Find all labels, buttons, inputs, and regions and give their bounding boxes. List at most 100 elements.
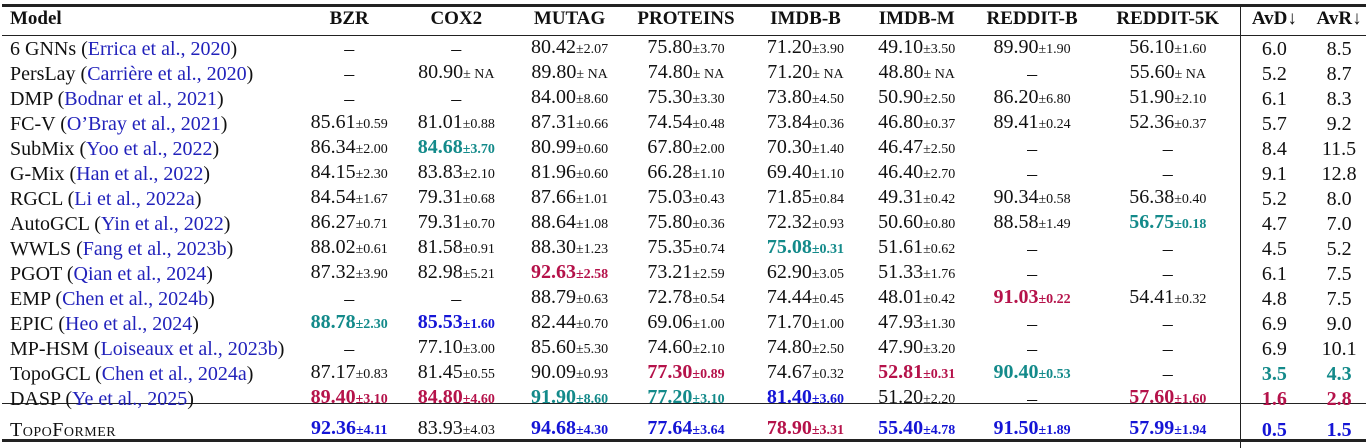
citation-link[interactable]: Yoo et al., 2022 bbox=[86, 137, 213, 160]
value: 69.06 bbox=[647, 311, 693, 333]
value-cell: – bbox=[400, 286, 513, 311]
model-cell: PersLay (Carrière et al., 2020) bbox=[10, 62, 254, 85]
value-cell: 57.60±1.60 bbox=[1096, 386, 1240, 411]
value: 86.34 bbox=[310, 136, 356, 158]
bottom-rule bbox=[2, 439, 1366, 442]
std-dev: ±2.10 bbox=[692, 342, 725, 357]
value: 89.41 bbox=[993, 111, 1039, 133]
std-dev: ± NA bbox=[576, 67, 608, 82]
std-dev: ±0.18 bbox=[1174, 217, 1207, 232]
std-dev: ±1.94 bbox=[1174, 423, 1207, 438]
citation-link[interactable]: Yin et al., 2022 bbox=[100, 212, 224, 235]
std-dev: ±2.30 bbox=[355, 317, 388, 332]
std-dev: ±2.00 bbox=[355, 142, 388, 157]
final-separator-rule bbox=[2, 403, 1366, 404]
value: 50.90 bbox=[878, 86, 924, 108]
value: 8.0 bbox=[1326, 187, 1352, 210]
std-dev: ±4.60 bbox=[462, 392, 495, 407]
value: – bbox=[1027, 62, 1038, 85]
std-dev: ±2.59 bbox=[692, 267, 725, 282]
citation-link[interactable]: Loiseaux et al., 2023b bbox=[100, 337, 278, 360]
std-dev: ±2.58 bbox=[576, 267, 609, 282]
column-header-imdb-b: IMDB-B bbox=[770, 8, 841, 29]
value: 56.10 bbox=[1129, 36, 1175, 58]
std-dev: ±0.66 bbox=[576, 117, 609, 132]
value: 84.68 bbox=[417, 136, 463, 158]
top-rule bbox=[2, 4, 1366, 7]
citation-link[interactable]: Errica et al., 2020 bbox=[87, 37, 231, 60]
value-cell: 74.80±2.50 bbox=[746, 336, 865, 361]
model-cell: FC-V (O’Bray et al., 2021) bbox=[10, 112, 228, 135]
value-cell: 71.20± NA bbox=[746, 61, 865, 86]
value-cell: – bbox=[1096, 161, 1240, 186]
value: 88.30 bbox=[531, 236, 576, 258]
value: 79.31 bbox=[417, 186, 463, 208]
value: 78.90 bbox=[766, 417, 812, 439]
citation-link[interactable]: Heo et al., 2024 bbox=[65, 312, 193, 335]
value: 87.32 bbox=[310, 261, 356, 283]
value-cell: – bbox=[968, 136, 1096, 161]
value: 77.64 bbox=[647, 417, 693, 439]
std-dev: ±1.00 bbox=[811, 317, 845, 332]
std-dev: ±0.70 bbox=[462, 217, 495, 232]
value-cell: – bbox=[400, 36, 513, 61]
table-row: DMP (Bodnar et al., 2021) – –84.00±8.60 75.… bbox=[0, 86, 1370, 111]
value: – bbox=[1027, 137, 1038, 160]
value: 83.93 bbox=[417, 417, 463, 439]
value: 90.34 bbox=[993, 186, 1039, 208]
value-cell: 6.0 bbox=[1239, 36, 1309, 61]
table-row: DASP (Ye et al., 2025) 89.40±3.10 84.80±4.… bbox=[0, 386, 1370, 411]
citation-link[interactable]: Li et al., 2022a bbox=[74, 187, 195, 210]
value: 56.38 bbox=[1129, 186, 1175, 208]
std-dev: ±2.10 bbox=[462, 167, 495, 182]
column-header-avd: AvD↓ bbox=[1239, 6, 1309, 32]
value: 8.5 bbox=[1326, 37, 1352, 60]
table-row: PGOT (Qian et al., 2024) 87.32±3.90 82.98±… bbox=[0, 261, 1370, 286]
value-cell: 74.67±0.32 bbox=[746, 361, 865, 386]
citation-link[interactable]: Han et al., 2022 bbox=[76, 162, 204, 185]
model-cell: RGCL (Li et al., 2022a) bbox=[10, 187, 202, 210]
std-dev: ±0.58 bbox=[1038, 192, 1071, 207]
std-dev: ±6.80 bbox=[1038, 92, 1071, 107]
value: – bbox=[1027, 312, 1038, 335]
value: 85.60 bbox=[531, 336, 576, 358]
value: 80.90 bbox=[418, 61, 464, 83]
citation-link[interactable]: Qian et al., 2024 bbox=[73, 262, 207, 285]
std-dev: ±0.93 bbox=[576, 367, 609, 382]
value: 89.90 bbox=[993, 36, 1039, 58]
citation-link[interactable]: O’Bray et al., 2021 bbox=[66, 112, 221, 135]
model-cell: AutoGCL (Yin et al., 2022) bbox=[10, 212, 231, 235]
value-cell: 5.2 bbox=[1239, 186, 1309, 211]
std-dev: ±1.89 bbox=[1038, 423, 1071, 438]
value: 84.54 bbox=[310, 186, 356, 208]
value-cell: 55.60± NA bbox=[1096, 61, 1240, 86]
citation-link[interactable]: Bodnar et al., 2021 bbox=[64, 87, 218, 110]
value-cell: 84.68±3.70 bbox=[400, 136, 513, 161]
value-cell: 88.79±0.63 bbox=[513, 286, 626, 311]
value: 46.47 bbox=[878, 136, 924, 158]
value-cell: 9.0 bbox=[1308, 311, 1370, 336]
value-cell: 4.3 bbox=[1308, 361, 1370, 386]
value: 88.58 bbox=[993, 211, 1039, 233]
std-dev: ±0.83 bbox=[355, 367, 388, 382]
value-cell: 89.90±1.90 bbox=[968, 36, 1096, 61]
std-dev: ±0.42 bbox=[923, 192, 956, 207]
std-dev: ± NA bbox=[812, 67, 844, 82]
value-cell: 8.4 bbox=[1239, 136, 1309, 161]
std-dev: ±0.22 bbox=[1038, 292, 1071, 307]
value-cell: 71.70±1.00 bbox=[746, 311, 865, 336]
value-cell: 9.1 bbox=[1239, 161, 1309, 186]
citation-link[interactable]: Ye et al., 2025 bbox=[72, 387, 188, 410]
std-dev: ±8.60 bbox=[576, 392, 609, 407]
citation-link[interactable]: Fang et al., 2023b bbox=[82, 237, 227, 260]
citation-link[interactable]: Chen et al., 2024b bbox=[62, 287, 209, 310]
value-cell: 71.85±0.84 bbox=[746, 186, 865, 211]
citation-link[interactable]: Carrière et al., 2020 bbox=[87, 62, 247, 85]
value: 48.80 bbox=[878, 61, 924, 83]
value-cell: 85.61±0.59 bbox=[299, 111, 400, 136]
value: 92.63 bbox=[531, 261, 576, 283]
citation-link[interactable]: Chen et al., 2024a bbox=[101, 362, 247, 385]
value-cell: 90.34±0.58 bbox=[968, 186, 1096, 211]
value-cell: – bbox=[1096, 261, 1240, 286]
value: 55.40 bbox=[878, 417, 924, 439]
